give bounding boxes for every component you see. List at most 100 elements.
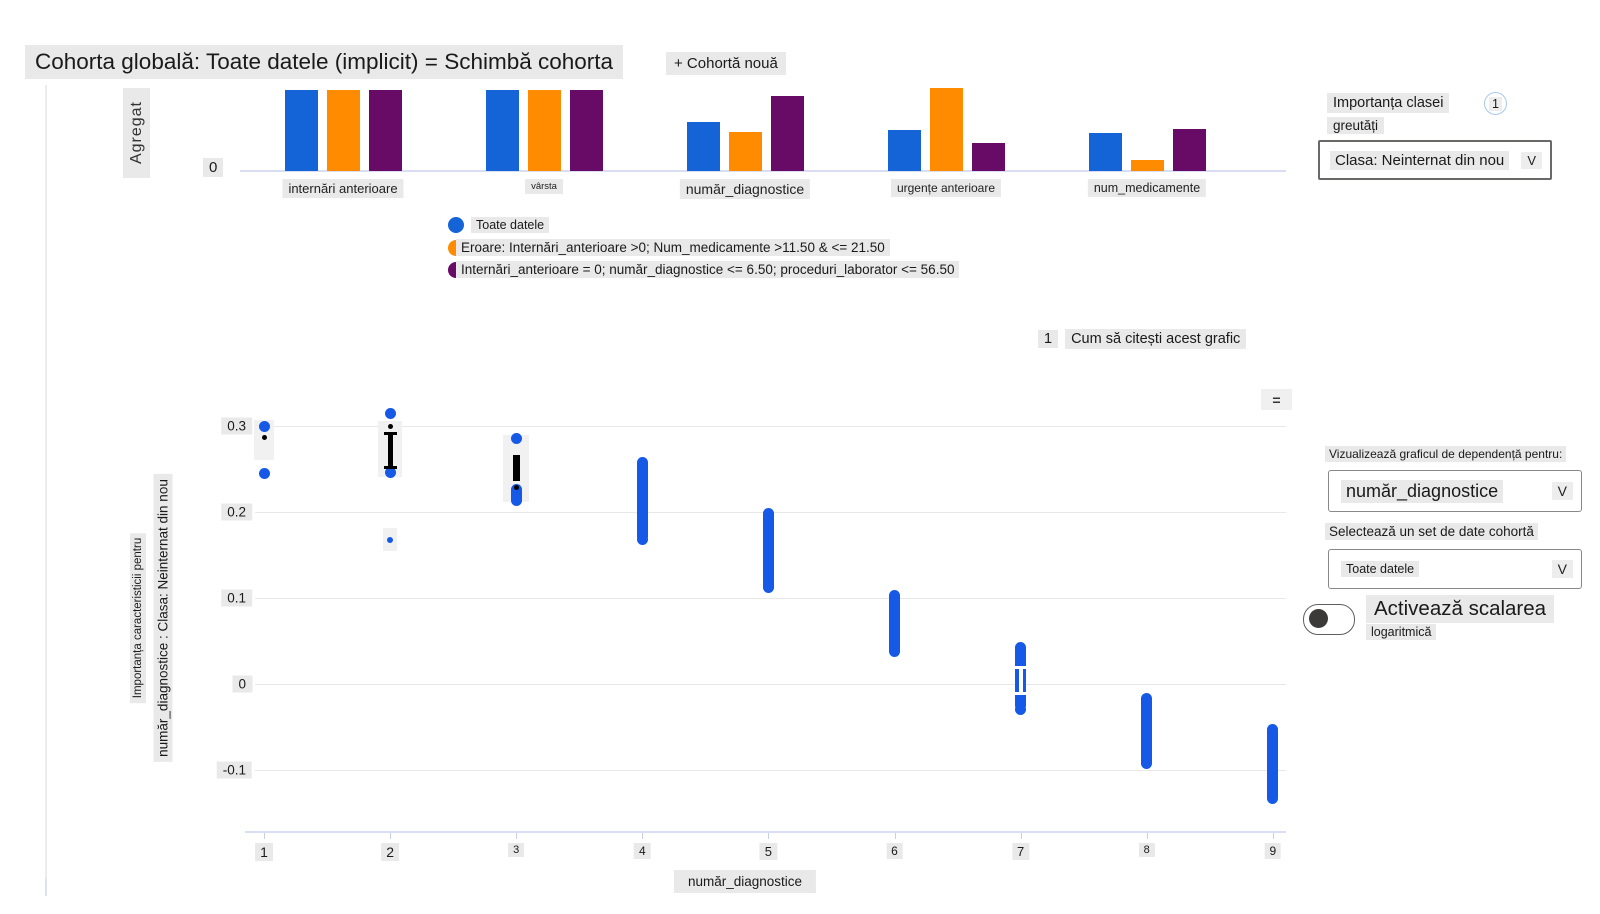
scatter-strip-x3[interactable] [510,484,522,507]
bar-internări anterioare-s2[interactable] [368,90,402,171]
bar-urgențe anterioare-s0[interactable] [887,129,921,171]
x-tick-mark [642,833,644,839]
error-bar-cap [1014,665,1028,669]
x-tick-mark [1020,833,1022,839]
scatter-point-small[interactable] [387,536,394,543]
bar-urgențe anterioare-s2[interactable] [971,143,1005,171]
error-bar-stem [1018,665,1023,696]
error-bar-cap [383,466,397,469]
scatter-strip-x9[interactable] [1267,724,1279,804]
scatter-point[interactable] [384,407,396,419]
legend-item[interactable]: Internări_anterioare = 0; număr_diagnost… [448,261,960,278]
y-tick-label: 0.3 [221,417,252,435]
scatter-point[interactable] [1141,758,1153,770]
bar-num_medicamente-s0[interactable] [1088,132,1122,171]
gridline [255,426,1286,427]
scatter-point[interactable] [510,433,522,445]
scatter-point[interactable] [1015,704,1027,716]
cohort-value: Toate datele [1341,561,1420,577]
chevron-down-icon: V [1551,482,1573,500]
error-bar-cap [1014,692,1028,696]
plot-menu-icon[interactable]: = [1261,389,1292,410]
bar-category-label: număr_diagnostice [679,179,811,199]
bar-vârsta-s0[interactable] [485,90,519,171]
scatter-strip-x5[interactable] [762,508,774,591]
scatter-strip-x8[interactable] [1141,693,1153,767]
x-tick-mark [894,833,896,839]
point-highlight-box [254,420,274,460]
scatter-point[interactable] [384,466,396,478]
bar-internări anterioare-s0[interactable] [284,90,318,171]
x-tick-mark [768,833,770,839]
black-mark [513,484,519,490]
x-tick-label: 3 [508,843,525,857]
bar-num_medicamente-s1[interactable] [1130,159,1164,171]
bar-vârsta-s2[interactable] [569,90,603,171]
bar-vârsta-s1[interactable] [527,90,561,171]
black-mark [261,434,267,440]
legend-label: Internări_anterioare = 0; număr_diagnost… [456,261,960,278]
bar-category-label: num_medicamente [1087,179,1207,197]
x-tick-label: 5 [759,843,778,860]
bar-număr_diagnostice-s1[interactable] [728,132,762,171]
x-tick-label: 4 [633,843,651,859]
bar-category-label: vârsta [525,179,563,194]
x-tick-mark [516,833,518,839]
log-scale-label-line2: logaritmică [1366,624,1437,640]
x-tick-label: 6 [886,843,903,859]
x-tick-label: 9 [1264,843,1282,859]
legend-label: Eroare: Internări_anterioare >0; Num_med… [456,239,890,256]
bar-category-label: internări anterioare [282,179,404,198]
dependence-select-label: Vizualizează graficul de dependență pent… [1325,446,1567,462]
legend-item[interactable]: Toate datele [448,217,550,233]
cohort-dropdown[interactable]: Toate datele V [1328,549,1582,589]
y-tick-label: 0.1 [221,589,252,607]
legend-label: Toate datele [471,217,550,233]
global-cohort-text: Cohorta globală: Toate datele (implicit)… [35,49,438,74]
aggregate-axis-label: Agregat [123,88,150,178]
scatter-point[interactable] [636,534,648,546]
scatter-point[interactable] [258,467,270,479]
bar-category-label: urgențe anterioare [890,179,1002,197]
scatter-point[interactable] [258,420,270,432]
log-scale-label-line1: Activează scalarea [1366,595,1555,623]
left-divider [45,85,47,878]
log-scale-toggle[interactable] [1303,604,1355,635]
bar-internări anterioare-s1[interactable] [326,90,360,171]
x-tick-mark [1272,833,1274,839]
chevron-down-icon: V [1551,560,1573,578]
y-tick-label: 0.2 [221,503,252,521]
x-axis-title: număr_diagnostice [673,870,817,893]
legend-item[interactable]: Eroare: Internări_anterioare >0; Num_med… [448,239,890,256]
switch-cohort-button[interactable]: Schimbă cohorta [444,49,614,74]
x-tick-mark [390,833,392,839]
chevron-down-icon: V [1521,151,1542,169]
how-to-read-label: Cum să citești acest grafic [1065,329,1247,349]
class-select-dropdown[interactable]: Clasa: Neinternat din nou V [1318,140,1552,180]
gridline [255,684,1286,685]
bar-urgențe anterioare-s1[interactable] [929,88,963,171]
bar-număr_diagnostice-s2[interactable] [770,95,804,171]
y-tick-label: -0.1 [216,761,252,779]
x-tick-label: 8 [1138,843,1155,857]
dependence-feature-dropdown[interactable]: număr_diagnostice V [1328,470,1582,512]
toggle-knob [1309,609,1328,628]
class-select-value: Clasa: Neinternat din nou [1330,150,1510,170]
bar-zero-tick: 0 [203,158,224,177]
how-to-read-row[interactable]: 1 Cum să citești acest grafic [1038,329,1247,349]
new-cohort-button[interactable]: + Cohortă nouă [666,52,786,75]
bar-număr_diagnostice-s0[interactable] [686,122,720,171]
error-bar-stem [512,455,520,482]
global-cohort-title: Cohorta globală: Toate datele (implicit)… [25,45,624,79]
info-icon[interactable]: 1 [1484,92,1507,115]
scatter-point[interactable] [762,582,774,594]
class-importance-subtitle: greutăți [1327,117,1385,134]
error-bar-cap [383,432,397,436]
scatter-strip-x4[interactable] [636,456,648,542]
gridline [255,598,1286,599]
scatter-strip-x6[interactable] [889,589,900,657]
gridline [255,770,1286,771]
bar-num_medicamente-s2[interactable] [1172,128,1206,171]
